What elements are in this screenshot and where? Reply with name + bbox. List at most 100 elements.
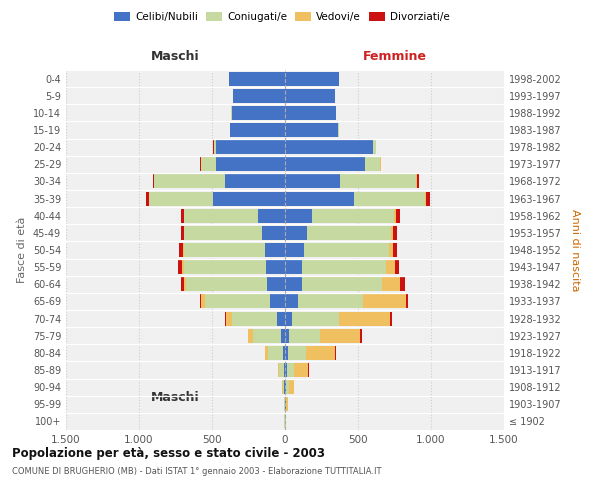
- Bar: [184, 243, 265, 257]
- Bar: [363, 294, 406, 308]
- Bar: [205, 294, 271, 308]
- Bar: [214, 192, 285, 205]
- Bar: [184, 278, 186, 291]
- Bar: [285, 312, 292, 326]
- Bar: [229, 72, 285, 86]
- Bar: [426, 192, 430, 205]
- Bar: [285, 208, 312, 222]
- Bar: [391, 226, 393, 240]
- Bar: [289, 380, 294, 394]
- Bar: [184, 208, 258, 222]
- Bar: [280, 363, 284, 377]
- Bar: [285, 226, 307, 240]
- Bar: [253, 328, 281, 342]
- Bar: [394, 208, 395, 222]
- Bar: [320, 328, 361, 342]
- Bar: [307, 226, 391, 240]
- Bar: [285, 346, 287, 360]
- Bar: [202, 294, 205, 308]
- Bar: [361, 328, 362, 342]
- Bar: [289, 328, 320, 342]
- Bar: [285, 260, 302, 274]
- Bar: [267, 278, 285, 291]
- Bar: [233, 88, 285, 102]
- Bar: [285, 328, 289, 342]
- Bar: [181, 208, 184, 222]
- Bar: [285, 158, 365, 172]
- Bar: [302, 278, 382, 291]
- Bar: [178, 260, 182, 274]
- Bar: [302, 260, 386, 274]
- Bar: [262, 226, 285, 240]
- Y-axis label: Anni di nascita: Anni di nascita: [570, 209, 580, 291]
- Bar: [389, 243, 393, 257]
- Bar: [400, 278, 406, 291]
- Bar: [395, 208, 400, 222]
- Bar: [278, 363, 280, 377]
- Bar: [201, 158, 217, 172]
- Bar: [200, 294, 202, 308]
- Text: Femmine: Femmine: [362, 50, 427, 62]
- Bar: [184, 260, 266, 274]
- Bar: [393, 243, 397, 257]
- Bar: [285, 123, 338, 137]
- Bar: [373, 140, 376, 154]
- Y-axis label: Fasce di età: Fasce di età: [17, 217, 27, 283]
- Bar: [281, 328, 285, 342]
- Bar: [390, 312, 392, 326]
- Bar: [181, 226, 184, 240]
- Bar: [146, 192, 149, 205]
- Legend: Celibi/Nubili, Coniugati/e, Vedovi/e, Divorziati/e: Celibi/Nubili, Coniugati/e, Vedovi/e, Di…: [110, 8, 454, 26]
- Bar: [179, 243, 182, 257]
- Bar: [292, 312, 340, 326]
- Bar: [268, 346, 283, 360]
- Bar: [285, 174, 340, 188]
- Bar: [285, 398, 286, 411]
- Bar: [181, 278, 184, 291]
- Bar: [425, 192, 426, 205]
- Bar: [230, 123, 285, 137]
- Bar: [285, 380, 286, 394]
- Bar: [285, 106, 336, 120]
- Bar: [186, 278, 267, 291]
- Bar: [285, 243, 304, 257]
- Bar: [182, 243, 184, 257]
- Bar: [271, 294, 285, 308]
- Bar: [225, 174, 285, 188]
- Bar: [277, 312, 285, 326]
- Bar: [307, 346, 335, 360]
- Bar: [285, 278, 302, 291]
- Bar: [149, 192, 214, 205]
- Bar: [287, 346, 307, 360]
- Bar: [393, 226, 397, 240]
- Text: Popolazione per età, sesso e stato civile - 2003: Popolazione per età, sesso e stato civil…: [12, 448, 325, 460]
- Bar: [214, 140, 217, 154]
- Bar: [285, 88, 335, 102]
- Bar: [285, 72, 339, 86]
- Bar: [286, 380, 289, 394]
- Bar: [224, 312, 226, 326]
- Text: COMUNE DI BRUGHERIO (MB) - Dati ISTAT 1° gennaio 2003 - Elaborazione TUTTITALIA.: COMUNE DI BRUGHERIO (MB) - Dati ISTAT 1°…: [12, 468, 382, 476]
- Bar: [284, 363, 285, 377]
- Bar: [304, 243, 389, 257]
- Bar: [152, 174, 154, 188]
- Bar: [312, 208, 394, 222]
- Bar: [285, 363, 287, 377]
- Bar: [298, 294, 363, 308]
- Bar: [355, 192, 425, 205]
- Bar: [248, 328, 253, 342]
- Bar: [285, 294, 298, 308]
- Bar: [266, 260, 285, 274]
- Bar: [382, 278, 400, 291]
- Bar: [395, 260, 400, 274]
- Bar: [386, 260, 395, 274]
- Bar: [258, 208, 285, 222]
- Bar: [365, 158, 380, 172]
- Bar: [284, 380, 285, 394]
- Bar: [283, 380, 284, 394]
- Bar: [184, 226, 262, 240]
- Text: Maschi: Maschi: [151, 391, 200, 404]
- Bar: [285, 140, 373, 154]
- Bar: [217, 140, 285, 154]
- Bar: [340, 174, 416, 188]
